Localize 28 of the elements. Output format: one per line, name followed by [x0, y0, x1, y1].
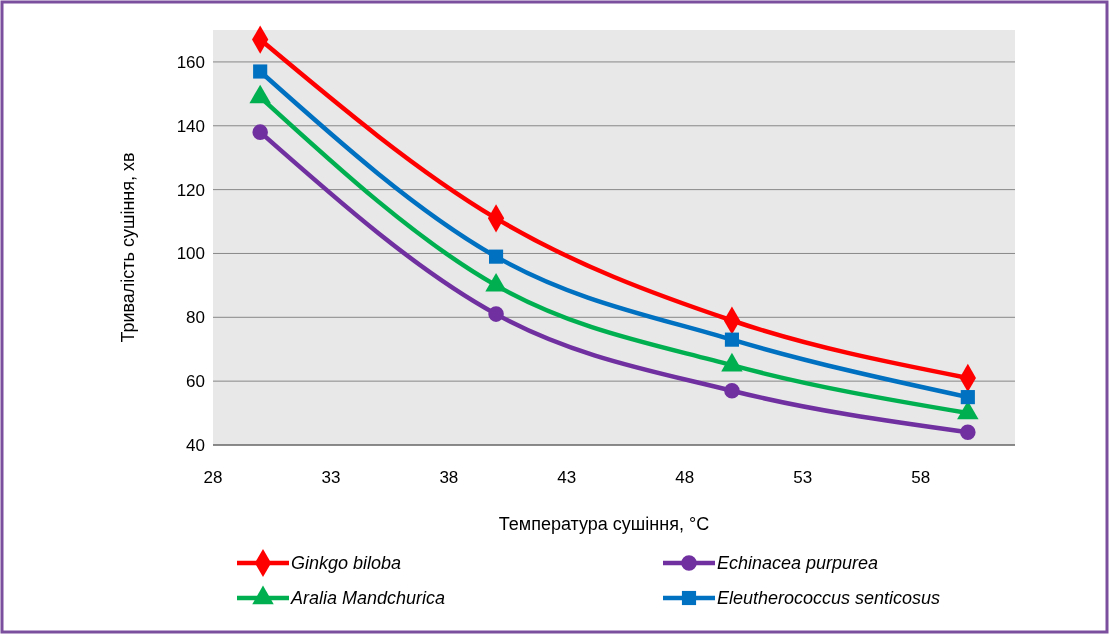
x-tick-label: 58 [911, 468, 931, 487]
point [960, 424, 976, 440]
y-tick-label: 120 [176, 180, 205, 200]
x-tick-label: 33 [321, 468, 341, 487]
point [252, 124, 268, 140]
point [488, 306, 504, 322]
point [724, 382, 740, 399]
point [724, 332, 740, 347]
x-tick-label: 43 [557, 468, 577, 487]
point [253, 64, 268, 79]
y-tick-label: 80 [186, 308, 205, 328]
y-tick-label: 140 [176, 116, 205, 136]
x-axis-title: Температура сушіння, °C [498, 514, 710, 534]
point [488, 249, 504, 264]
y-axis-title: Тривалість сушіння, хв [118, 152, 138, 343]
x-tick-label: 48 [675, 468, 695, 487]
x-tick-label: 28 [203, 468, 223, 487]
y-tick-label: 60 [186, 372, 205, 392]
legend-label: Eleutherococcus senticosus [717, 588, 941, 609]
x-tick-label: 38 [439, 468, 459, 487]
legend-label: Echinacea purpurea [717, 553, 879, 574]
point [960, 390, 975, 405]
y-tick-label: 160 [176, 52, 205, 72]
legend-label: Ginkgo biloba [291, 553, 402, 574]
x-tick-label: 53 [793, 468, 813, 487]
y-tick-label: 40 [186, 435, 205, 455]
legend-label: Aralia Mandchurica [290, 588, 446, 609]
y-tick-label: 100 [176, 244, 205, 264]
